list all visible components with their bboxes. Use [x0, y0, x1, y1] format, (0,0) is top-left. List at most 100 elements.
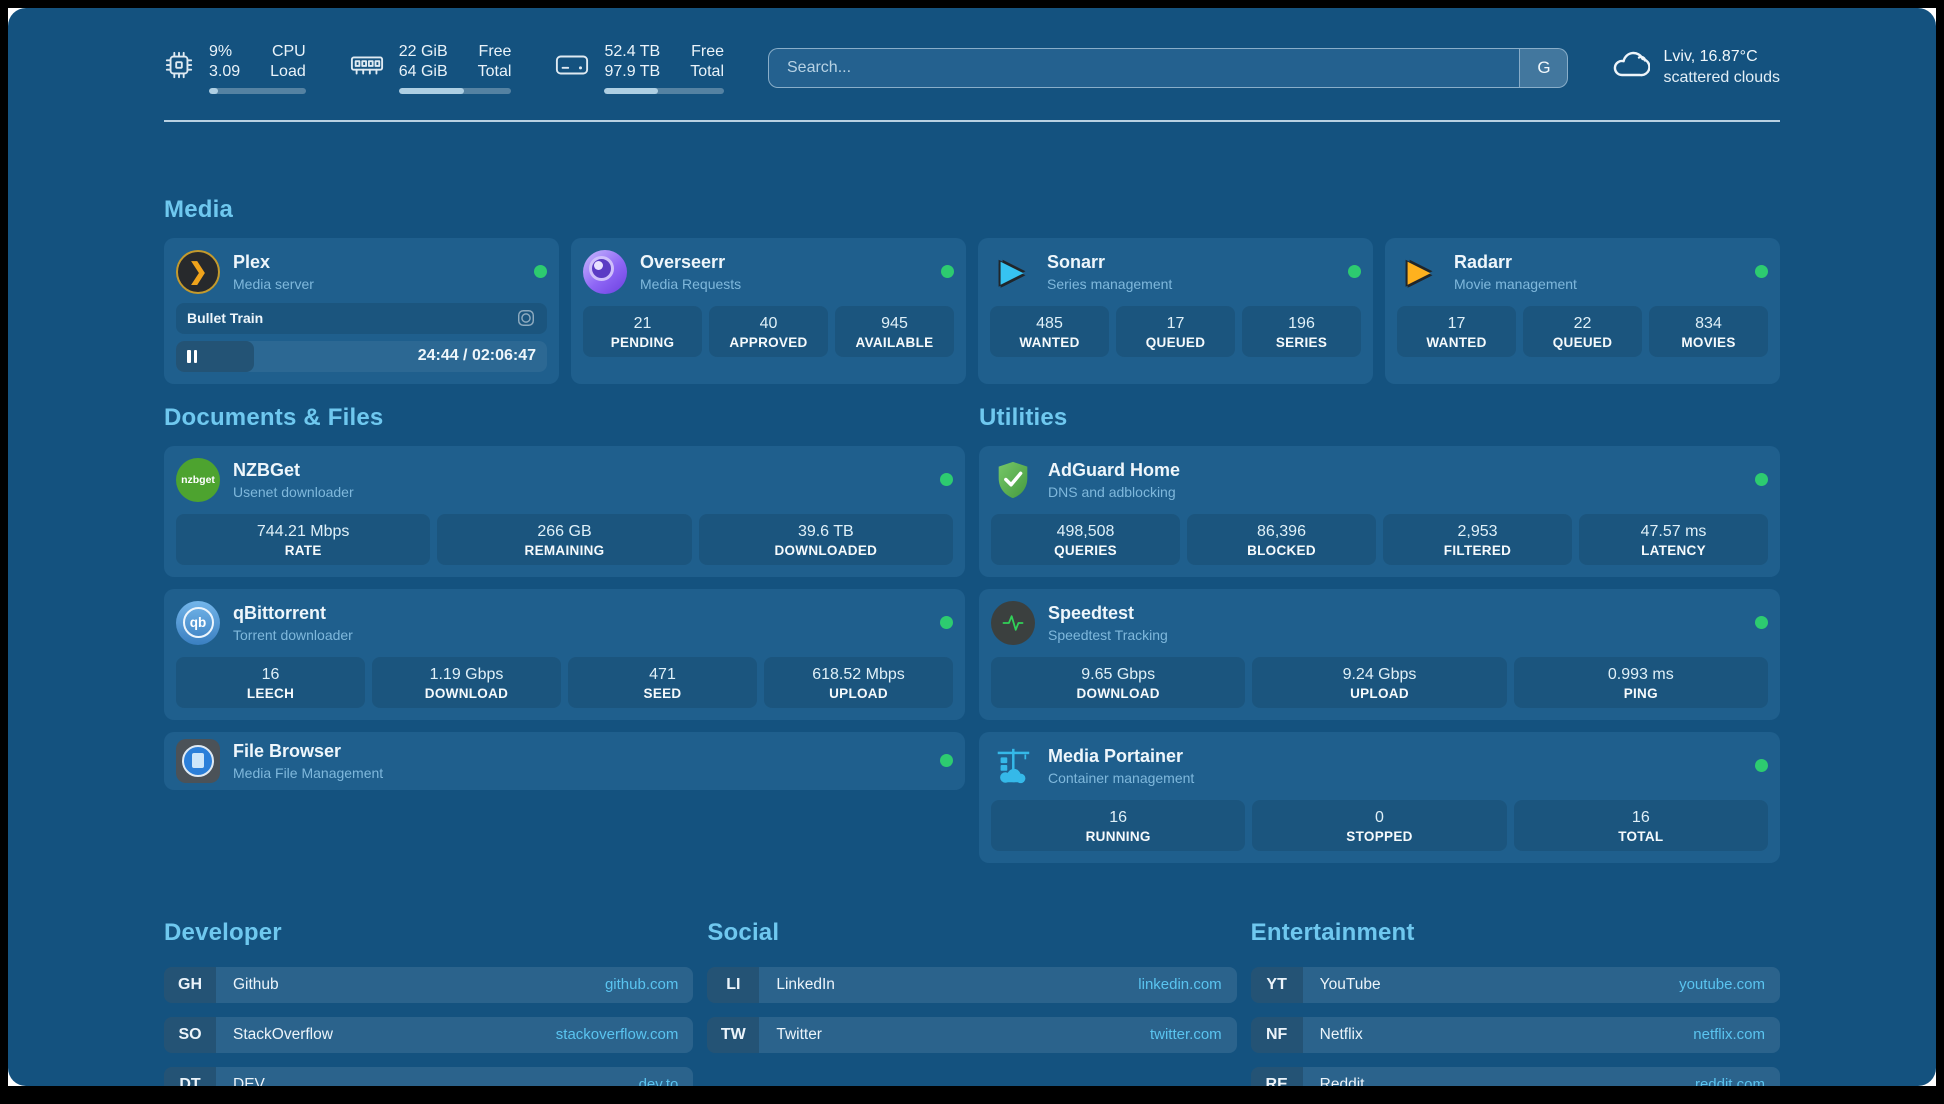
radarr-card[interactable]: Radarr Movie management 17 WANTED 22 QUE…	[1385, 237, 1780, 384]
bookmark-twitter[interactable]: TW Twitter twitter.com	[707, 1016, 1237, 1053]
service-subtitle: Movie management	[1454, 275, 1577, 292]
bookmark-name: DEV	[233, 1075, 265, 1086]
filebrowser-card[interactable]: File Browser Media File Management	[164, 731, 965, 790]
now-playing-row: Bullet Train	[176, 302, 547, 334]
bookmark-github[interactable]: GH Github github.com	[164, 966, 694, 1003]
sonarr-card[interactable]: Sonarr Series management 485 WANTED 17 Q…	[978, 237, 1373, 384]
stat-pending: 21 PENDING	[583, 305, 702, 357]
bookmark-abbr: TW	[707, 1016, 760, 1053]
service-subtitle: Container management	[1048, 769, 1195, 786]
plex-icon	[176, 249, 220, 294]
memory-widget: 22 GiB 64 GiB Free Total	[350, 42, 512, 94]
utilities-column: Utilities AdGuard Home DNS and adblockin…	[979, 404, 1780, 863]
service-name: Radarr	[1454, 252, 1513, 273]
status-dot	[1755, 759, 1768, 773]
bookmark-abbr: LI	[707, 966, 760, 1003]
stat-upload: 9.24 Gbps UPLOAD	[1252, 656, 1507, 708]
cloud-icon	[1610, 48, 1652, 87]
bookmark-name: Github	[233, 975, 279, 993]
bookmark-url: twitter.com	[1149, 1026, 1222, 1044]
sonarr-icon	[990, 250, 1034, 294]
status-dot	[1755, 616, 1768, 630]
stat-blocked: 86,396 BLOCKED	[1187, 513, 1376, 565]
plex-card[interactable]: Plex Media server Bullet Train	[164, 237, 559, 384]
bookmark-linkedin[interactable]: LI LinkedIn linkedin.com	[707, 966, 1237, 1003]
stat-rate: 744.21 Mbps RATE	[176, 513, 431, 565]
weather-widget: Lviv, 16.87°C scattered clouds	[1610, 47, 1780, 89]
cpu-widget: 9% 3.09 CPU Load	[164, 42, 306, 94]
service-subtitle: Torrent downloader	[233, 626, 353, 643]
weather-condition: scattered clouds	[1663, 68, 1780, 86]
bookmark-abbr: DT	[164, 1066, 216, 1086]
search-bar[interactable]: G	[768, 47, 1569, 88]
bookmark-name: StackOverflow	[233, 1025, 333, 1043]
developer-column: Developer GH Github github.com SO StackO…	[164, 919, 694, 1086]
cpu-chip-icon	[164, 50, 194, 85]
header-divider	[164, 119, 1780, 122]
stat-latency: 47.57 ms LATENCY	[1579, 513, 1768, 565]
status-dot	[1755, 265, 1768, 279]
portainer-card[interactable]: Media Portainer Container management 16 …	[979, 731, 1780, 863]
video-lens-icon	[516, 308, 536, 328]
stat-movies: 834 MOVIES	[1649, 305, 1768, 357]
service-subtitle: Media File Management	[233, 764, 384, 781]
status-dot	[1348, 265, 1361, 279]
bookmark-abbr: NF	[1250, 1016, 1303, 1053]
overseerr-card[interactable]: Overseerr Media Requests 21 PENDING 40 A…	[571, 237, 966, 384]
stat-total: 16 TOTAL	[1513, 799, 1768, 851]
service-subtitle: Media server	[233, 275, 314, 292]
stat-download: 1.19 Gbps DOWNLOAD	[372, 656, 561, 708]
bookmark-url: reddit.com	[1694, 1076, 1765, 1086]
portainer-crane-icon	[991, 744, 1035, 788]
bookmark-netflix[interactable]: NF Netflix netflix.com	[1250, 1016, 1780, 1053]
service-subtitle: DNS and adblocking	[1048, 483, 1176, 500]
service-name: AdGuard Home	[1048, 460, 1181, 481]
bookmark-name: Reddit	[1319, 1075, 1365, 1086]
disk-total-value: 97.9 TB	[604, 63, 661, 81]
nzbget-card[interactable]: nzbget NZBGet Usenet downloader 744.21 M…	[164, 445, 965, 577]
bookmark-abbr: SO	[164, 1016, 216, 1053]
bookmark-name: YouTube	[1319, 975, 1381, 993]
disk-widget: 52.4 TB 97.9 TB Free Total	[555, 42, 724, 94]
stat-seed: 471 SEED	[568, 656, 757, 708]
search-provider-button[interactable]: G	[1519, 48, 1568, 87]
stat-queries: 498,508 QUERIES	[991, 513, 1180, 565]
stat-wanted: 17 WANTED	[1397, 305, 1516, 357]
stat-download: 9.65 Gbps DOWNLOAD	[991, 656, 1246, 708]
stat-stopped: 0 STOPPED	[1252, 799, 1507, 851]
filebrowser-icon	[176, 738, 220, 783]
stat-remaining: 266 GB REMAINING	[437, 513, 692, 565]
bookmark-reddit[interactable]: RE Reddit reddit.com	[1250, 1066, 1780, 1086]
bookmark-stackoverflow[interactable]: SO StackOverflow stackoverflow.com	[164, 1016, 694, 1053]
adguard-shield-icon	[991, 458, 1035, 502]
stat-upload: 618.52 Mbps UPLOAD	[764, 656, 953, 708]
adguard-card[interactable]: AdGuard Home DNS and adblocking 498,508 …	[979, 445, 1780, 577]
bookmark-name: Netflix	[1319, 1025, 1363, 1043]
qbittorrent-card[interactable]: qb qBittorrent Torrent downloader 16	[164, 588, 965, 720]
memory-total-value: 64 GiB	[398, 63, 448, 81]
service-name: Overseerr	[640, 252, 726, 273]
stat-wanted: 485 WANTED	[990, 305, 1109, 357]
service-name: NZBGet	[233, 460, 300, 481]
weather-location-temp: Lviv, 16.87°C	[1663, 48, 1758, 66]
disk-total-label: Total	[690, 63, 724, 81]
hard-disk-icon	[555, 52, 589, 83]
bookmark-youtube[interactable]: YT YouTube youtube.com	[1250, 966, 1780, 1003]
bookmark-url: netflix.com	[1693, 1026, 1765, 1044]
pause-button[interactable]	[187, 349, 197, 363]
section-title-media: Media	[164, 195, 234, 223]
search-input[interactable]	[769, 48, 1520, 87]
playback-progress-row: 24:44 / 02:06:47	[176, 340, 547, 372]
cpu-usage-label: CPU	[271, 43, 306, 60]
speedtest-pulse-icon	[991, 600, 1035, 645]
cpu-load-label: Load	[270, 63, 306, 81]
bookmark-name: Twitter	[776, 1025, 822, 1043]
memory-free-value: 22 GiB	[398, 43, 448, 60]
status-dot	[940, 616, 953, 630]
qbittorrent-icon: qb	[176, 600, 220, 645]
bookmark-url: stackoverflow.com	[555, 1026, 679, 1044]
speedtest-card[interactable]: Speedtest Speedtest Tracking 9.65 Gbps D…	[979, 588, 1780, 720]
section-title-documents: Documents & Files	[164, 403, 384, 431]
stat-running: 16 RUNNING	[991, 799, 1246, 851]
bookmark-dev[interactable]: DT DEV dev.to	[164, 1066, 694, 1086]
